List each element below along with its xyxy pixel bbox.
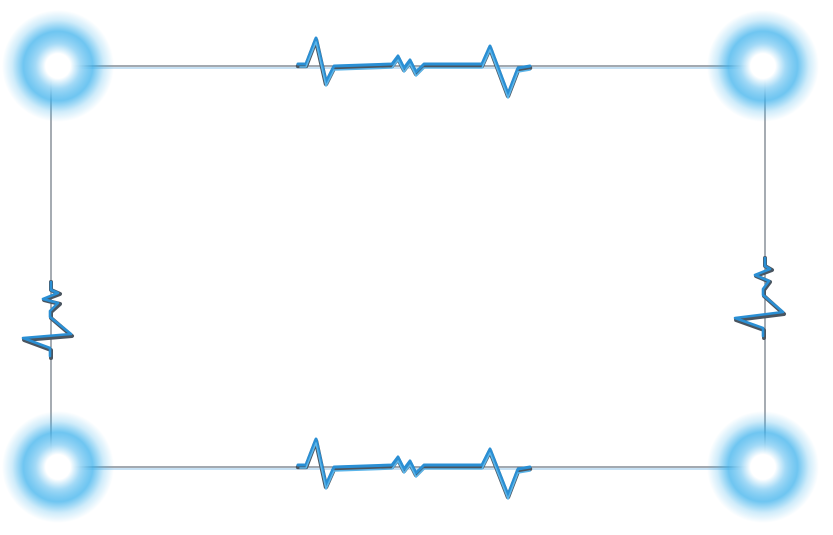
heartbeat-pulse-icon <box>21 280 74 360</box>
glow-orb-icon <box>2 411 114 523</box>
glow-orb-icon <box>707 10 819 122</box>
border-lines <box>50 65 766 470</box>
glow-orb-icon <box>2 10 114 122</box>
corner-orbs <box>2 10 819 523</box>
heartbeat-pulse-icon <box>295 36 533 99</box>
glow-orb-icon <box>707 411 819 523</box>
heartbeat-pulse-icon <box>733 256 786 340</box>
heartbeat-pulse-icon <box>295 437 533 500</box>
